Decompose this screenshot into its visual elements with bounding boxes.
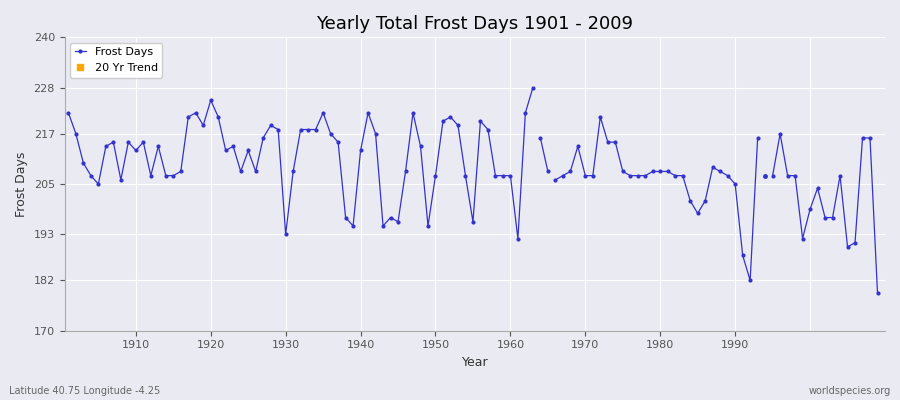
Frost Days [205,98,216,103]
Frost Days [63,110,74,115]
Frost Days [191,110,202,115]
Frost Days [527,85,538,90]
Frost Days [280,232,291,237]
X-axis label: Year: Year [462,356,488,369]
Frost Days [520,110,531,115]
Frost Days [385,215,396,220]
Frost Days [295,127,306,132]
Frost Days [512,236,523,241]
Y-axis label: Frost Days: Frost Days [15,151,28,217]
Text: worldspecies.org: worldspecies.org [809,386,891,396]
Title: Yearly Total Frost Days 1901 - 2009: Yearly Total Frost Days 1901 - 2009 [316,15,634,33]
Line: Frost Days: Frost Days [67,86,535,240]
Text: Latitude 40.75 Longitude -4.25: Latitude 40.75 Longitude -4.25 [9,386,160,396]
Legend: Frost Days, 20 Yr Trend: Frost Days, 20 Yr Trend [70,43,162,78]
